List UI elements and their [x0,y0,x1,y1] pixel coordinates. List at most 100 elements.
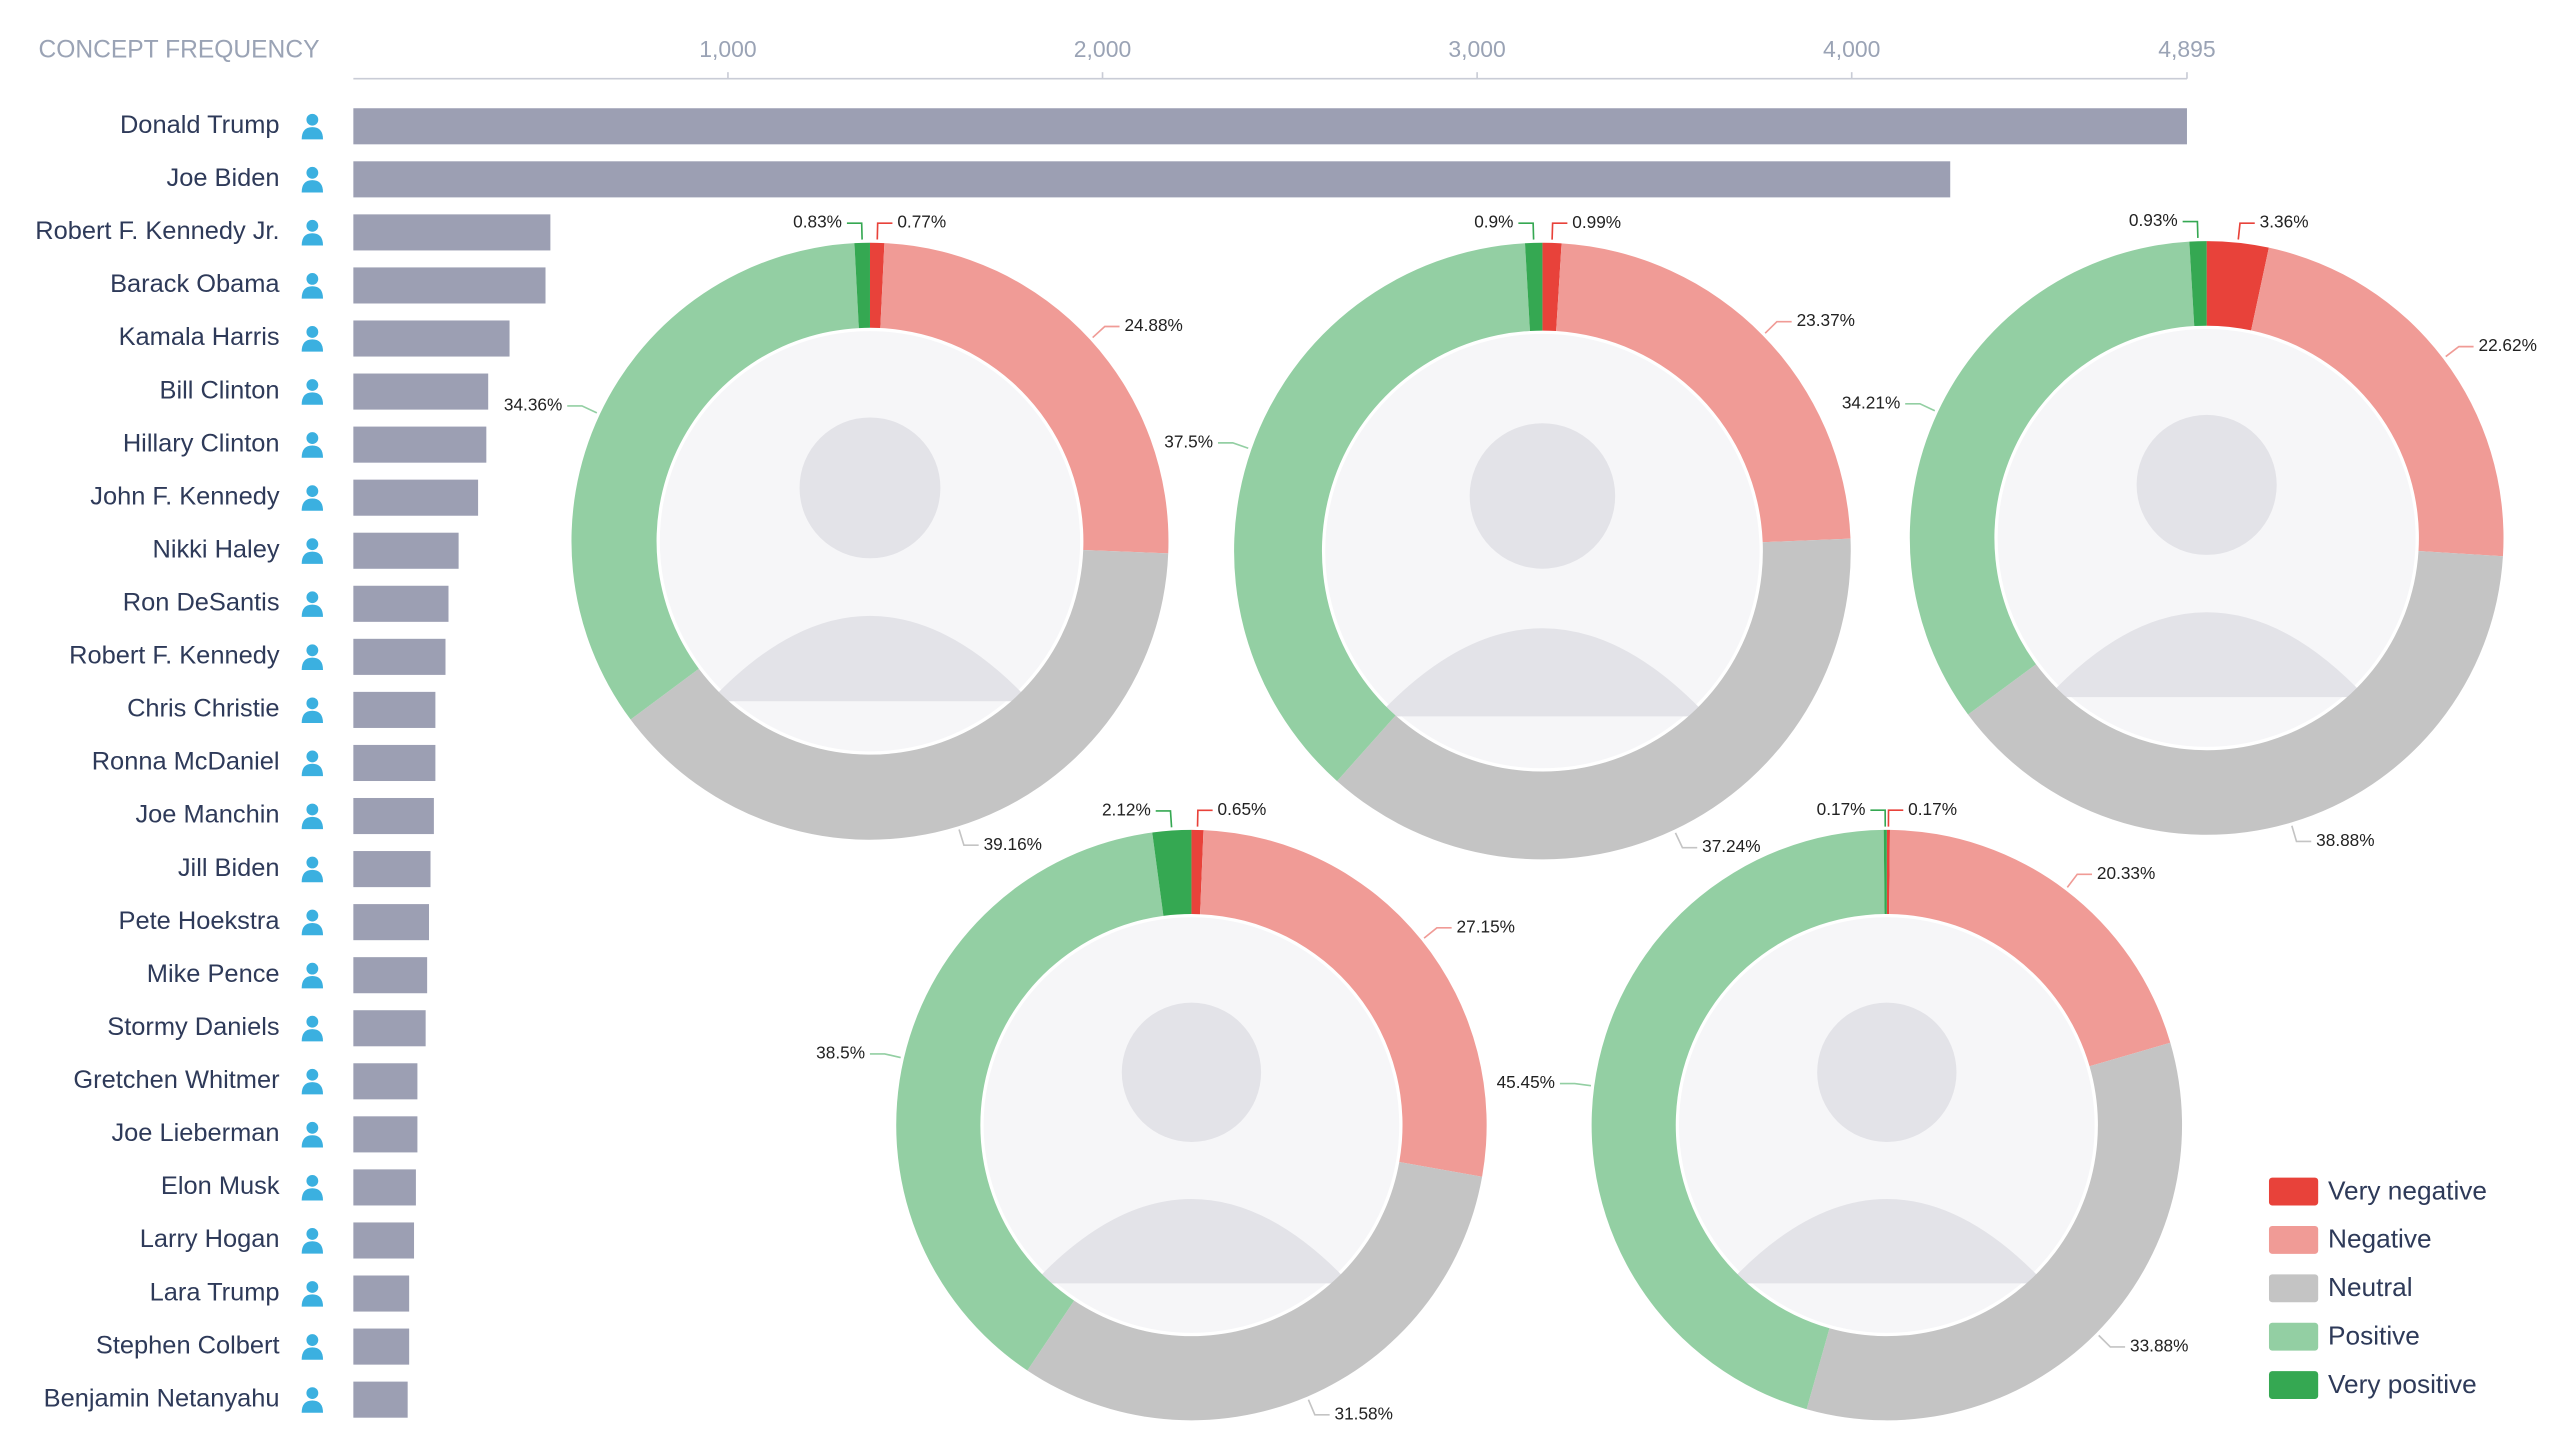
legend-swatch [2268,1274,2319,1303]
person-icon [301,909,324,936]
person-icon [301,272,324,299]
donut-segment [1883,829,1887,915]
leader-line [1155,810,1173,828]
donut-segment [1889,829,2171,1067]
bar [353,532,459,569]
category-label: Joe Lieberman [111,1119,279,1147]
bar [353,1010,426,1047]
person-icon [301,113,324,140]
x-tick-label: 3,000 [1448,36,1505,62]
icon-head [306,591,319,604]
bar [353,1116,418,1153]
icon-body [301,286,324,299]
legend-label: Positive [2328,1320,2420,1350]
donut-segment [1027,1162,1483,1421]
photo-body [709,615,1031,702]
icon-head [306,856,319,869]
category-label: Joe Manchin [135,801,279,829]
leader-line [2445,345,2474,358]
icon-body [301,551,324,564]
bar [353,267,546,304]
value-label: 2.12% [1102,799,1151,819]
bar [353,904,430,941]
bar [353,108,2187,145]
person-icon [301,1015,324,1042]
value-label: 0.17% [1908,799,1957,819]
leader-line [876,222,893,240]
photo-body [2047,612,2366,698]
photo-head [1817,1002,1957,1142]
leader-line [1423,927,1452,939]
icon-body [301,498,324,511]
icon-body [301,180,324,193]
donut-segment [869,242,885,329]
bar [353,1063,418,1100]
legend-swatch [2268,1177,2319,1206]
leader-line [1887,809,1904,827]
person-icon [301,750,324,777]
category-label: Gretchen Whitmer [73,1066,280,1094]
icon-head [306,326,319,338]
leader-line [2237,222,2255,240]
person-icon [301,166,324,193]
donut-segment [1909,241,2195,715]
category-label: Pete Hoekstra [119,907,281,935]
value-label: 0.99% [1572,212,1621,232]
person-icon [301,1387,324,1413]
icon-body [301,922,324,936]
donut-segment [1591,829,1885,1410]
bar [353,320,510,357]
value-label: 0.17% [1817,799,1866,819]
icon-body [301,339,324,352]
bar [353,214,551,251]
bar [353,797,434,835]
category-label: Chris Christie [127,695,279,723]
icon-head [306,1068,319,1081]
person-icon [301,485,324,511]
icon-body [301,763,324,777]
legend-label: Very positive [2328,1369,2477,1399]
value-label: 0.77% [897,212,946,232]
donut-segment [854,242,870,329]
donut-segment [1968,551,2503,835]
leader-line [1905,402,1936,412]
donut-segment [1152,829,1192,916]
x-tick-label: 4,895 [2158,36,2215,62]
person-icon [301,1121,324,1148]
icon-head [306,803,319,816]
icon-body [301,127,324,140]
leader-line [958,829,979,847]
photo-head [1121,1002,1262,1142]
person-icon [301,432,324,458]
donut-segment [571,243,859,720]
value-label: 34.36% [504,394,562,414]
icon-head [306,750,319,763]
person-icon [301,1174,324,1201]
icon-head [306,379,319,391]
x-tick-label: 2,000 [1074,36,1131,62]
value-label: 31.58% [1335,1403,1393,1423]
photo-body [1033,1198,1350,1284]
category-label: Ronna McDaniel [92,748,280,776]
icon-head [306,272,319,285]
leader-line [2291,825,2312,843]
value-label: 39.16% [984,834,1042,854]
icon-body [301,445,324,458]
value-label: 0.9% [1474,212,1513,232]
icon-head [306,1174,319,1187]
icon-head [306,909,319,922]
category-label: Nikki Haley [152,535,279,563]
bar [353,1275,410,1312]
icon-head [306,962,319,975]
legend-swatch [2268,1225,2319,1254]
person-icon [301,379,324,405]
category-label: Barack Obama [110,270,280,298]
icon-body [301,816,324,830]
x-tick-label: 1,000 [699,36,756,62]
icon-head [306,1334,319,1346]
leader-line [1307,1399,1330,1416]
value-label: 0.93% [2129,210,2178,230]
leader-line [1674,832,1698,849]
photo-body [1377,628,1708,717]
icon-body [301,657,324,670]
